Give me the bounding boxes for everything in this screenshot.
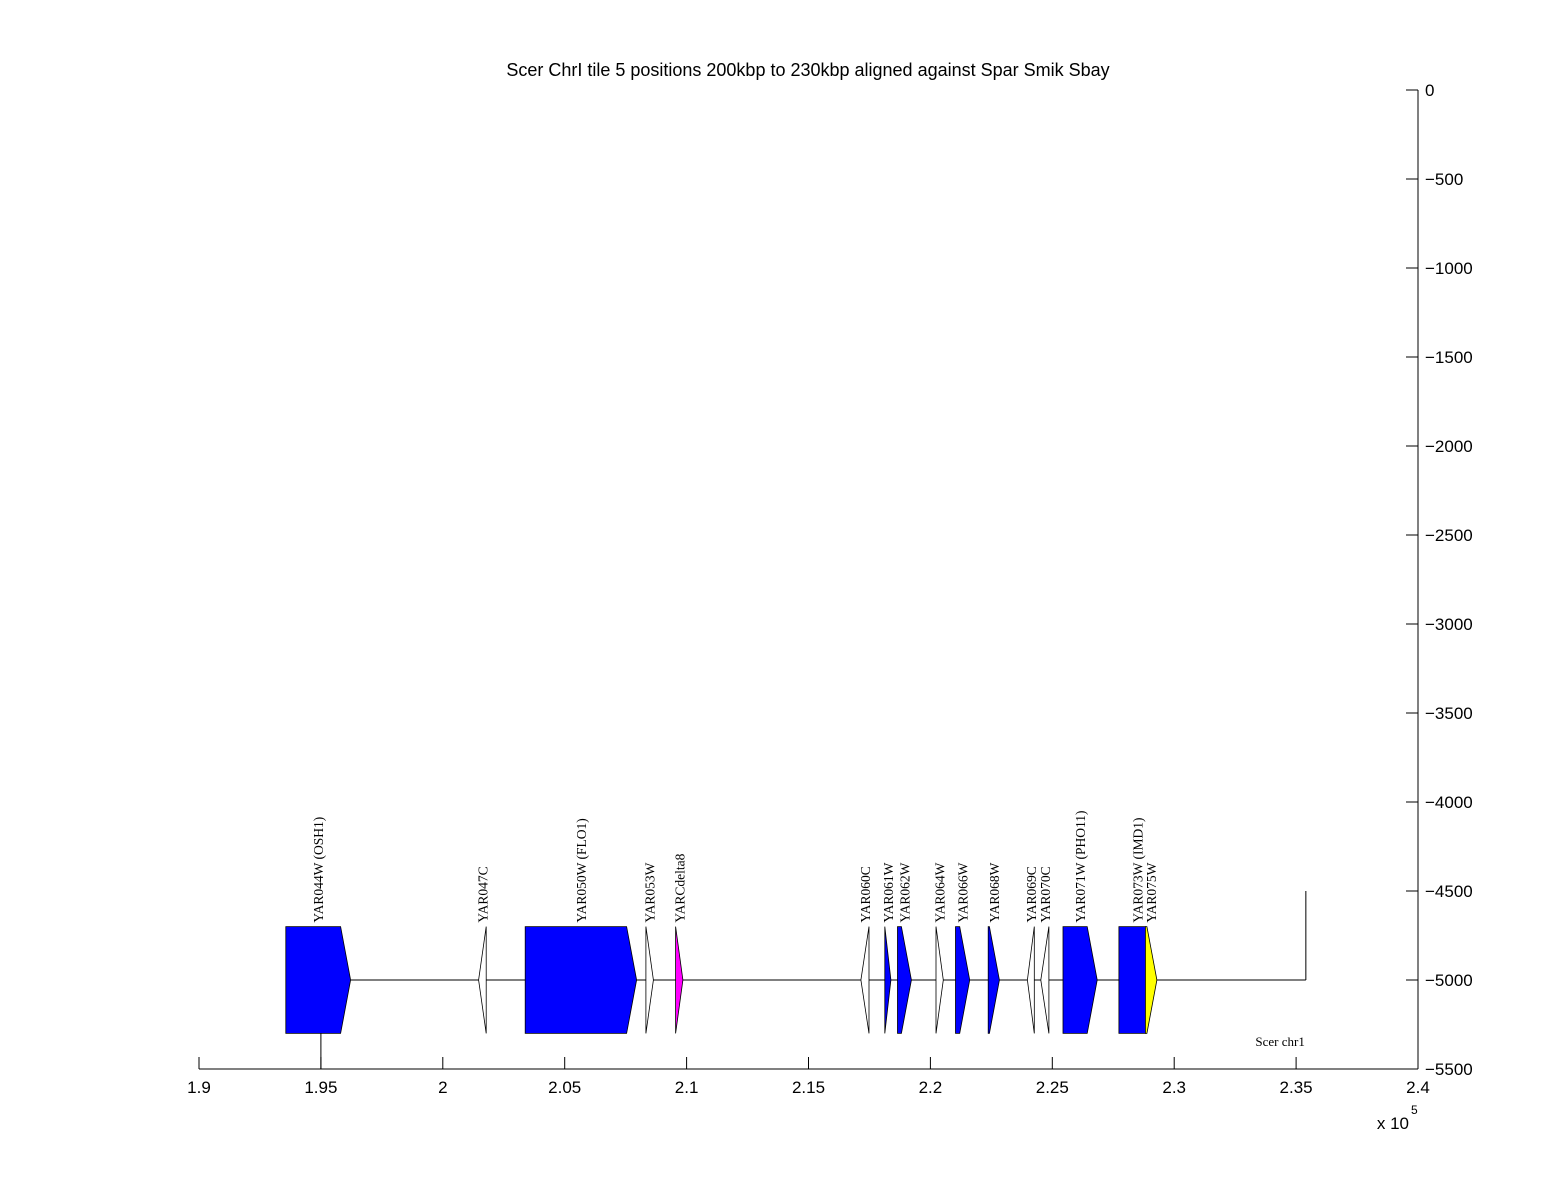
x-tick-label-3: 2.05 bbox=[548, 1078, 581, 1097]
gene-9 bbox=[955, 926, 971, 1034]
gene-label-9: YAR066W bbox=[956, 862, 971, 922]
y-tick-label-6: −3000 bbox=[1425, 615, 1473, 634]
x-tick-label-8: 2.3 bbox=[1162, 1078, 1186, 1097]
gene-8 bbox=[935, 926, 944, 1034]
gene-label-2: YAR050W (FLO1) bbox=[574, 818, 589, 922]
gene-label-0: YAR044W (OSH1) bbox=[311, 817, 326, 923]
y-tick-label-0: 0 bbox=[1425, 81, 1434, 100]
y-tick-label-5: −2500 bbox=[1425, 526, 1473, 545]
gene-label-10: YAR068W bbox=[987, 862, 1002, 922]
x-exponent-label: x 10 bbox=[1377, 1114, 1409, 1133]
x-tick-label-0: 1.9 bbox=[187, 1078, 211, 1097]
x-axis: 1.9 1.95 2 2.05 2.1 2.15 2.2 2.25 2.3 2.35 2.4 bbox=[187, 1057, 1430, 1097]
y-tick-label-10: −5000 bbox=[1425, 971, 1473, 990]
gene-10 bbox=[987, 926, 1000, 1034]
gene-2 bbox=[524, 926, 638, 1034]
gene-3 bbox=[645, 926, 654, 1034]
gene-label-15: YAR075W bbox=[1144, 862, 1159, 922]
gene-7 bbox=[897, 926, 912, 1034]
gene-13 bbox=[1062, 926, 1098, 1034]
x-tick-label-1: 1.95 bbox=[304, 1078, 337, 1097]
x-tick-label-10: 2.4 bbox=[1406, 1078, 1430, 1097]
x-exponent: x 105 bbox=[1377, 1103, 1418, 1133]
y-tick-label-9: −4500 bbox=[1425, 882, 1473, 901]
y-tick-label-7: −3500 bbox=[1425, 704, 1473, 723]
y-tick-label-3: −1500 bbox=[1425, 348, 1473, 367]
x-tick-label-6: 2.2 bbox=[919, 1078, 943, 1097]
gene-label-4: YARCdelta8 bbox=[672, 853, 687, 922]
x-exponent-power: 5 bbox=[1411, 1103, 1418, 1117]
x-tick-label-7: 2.25 bbox=[1036, 1078, 1069, 1097]
gene-5 bbox=[860, 926, 870, 1034]
gene-features bbox=[285, 926, 1158, 1034]
gene-label-11: YAR069C bbox=[1024, 866, 1039, 922]
chart-title: Scer ChrI tile 5 positions 200kbp to 230… bbox=[506, 60, 1109, 80]
gene-0 bbox=[285, 926, 352, 1034]
gene-label-14: YAR073W (IMD1) bbox=[1130, 817, 1145, 922]
gene-label-7: YAR062W bbox=[897, 862, 912, 922]
gene-label-3: YAR053W bbox=[643, 862, 658, 922]
gene-1 bbox=[478, 926, 487, 1034]
y-tick-label-4: −2000 bbox=[1425, 437, 1473, 456]
y-tick-label-1: −500 bbox=[1425, 170, 1463, 189]
gene-labels: YAR044W (OSH1) YAR047C YAR050W (FLO1) YAR05… bbox=[311, 810, 1159, 922]
x-tick-label-5: 2.15 bbox=[792, 1078, 825, 1097]
gene-label-13: YAR071W (PHO11) bbox=[1073, 810, 1088, 922]
gene-label-5: YAR060C bbox=[858, 866, 873, 922]
gene-label-1: YAR047C bbox=[475, 866, 490, 922]
track-label: Scer chr1 bbox=[1255, 1034, 1304, 1049]
x-tick-label-4: 2.1 bbox=[675, 1078, 699, 1097]
x-tick-label-9: 2.35 bbox=[1280, 1078, 1313, 1097]
gene-12 bbox=[1040, 926, 1050, 1034]
y-tick-label-2: −1000 bbox=[1425, 259, 1473, 278]
gene-6 bbox=[884, 926, 892, 1034]
y-tick-label-11: −5500 bbox=[1425, 1060, 1473, 1079]
gene-15 bbox=[1145, 926, 1158, 1034]
gene-label-6: YAR061W bbox=[881, 862, 896, 922]
gene-4 bbox=[675, 926, 684, 1034]
x-tick-label-2: 2 bbox=[438, 1078, 447, 1097]
gene-label-8: YAR064W bbox=[933, 862, 948, 922]
y-tick-label-8: −4000 bbox=[1425, 793, 1473, 812]
gene-label-12: YAR070C bbox=[1038, 866, 1053, 922]
gene-11 bbox=[1026, 926, 1035, 1034]
y-axis: 0 −500 −1000 −1500 −2000 −2500 −3000 −3500 −4000… bbox=[1406, 81, 1473, 1079]
